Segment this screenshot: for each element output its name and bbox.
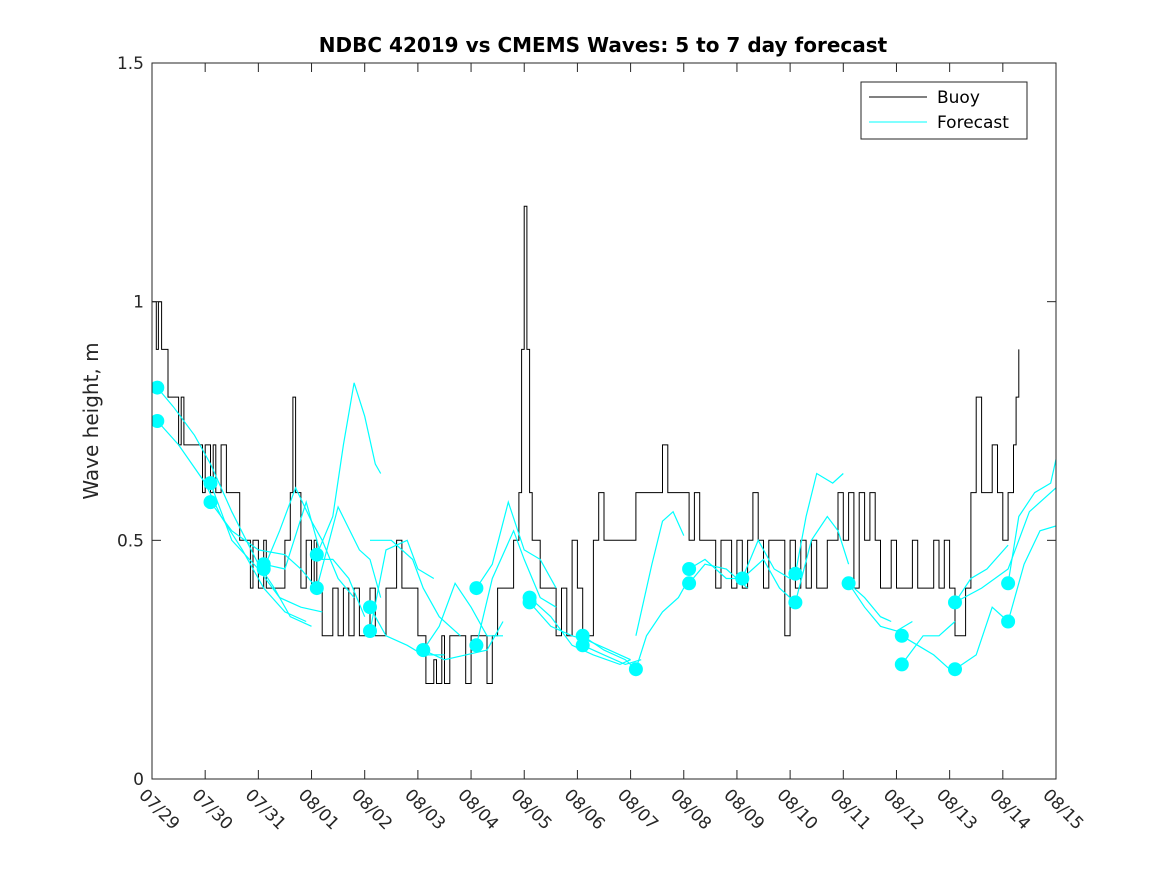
y-tick-label-3: 1.5: [117, 54, 144, 74]
forecast-marker-27: [948, 595, 962, 610]
forecast-line-21: [688, 558, 743, 580]
y-tick-label-2: 1: [133, 293, 144, 313]
forecast-marker-15: [522, 595, 537, 610]
forecast-marker-29: [1001, 576, 1016, 591]
forecast-marker-2: [203, 476, 218, 491]
legend: Buoy Forecast: [860, 81, 1028, 140]
axes-box: [151, 62, 1057, 780]
forecast-marker-18: [628, 662, 643, 677]
forecast-line-25: [794, 472, 844, 574]
forecast-marker-9: [363, 624, 377, 638]
forecast-marker-28: [948, 662, 962, 677]
forecast-marker-22: [788, 566, 803, 581]
forecast-marker-25: [894, 628, 909, 643]
forecast-line-32: [954, 606, 1009, 670]
forecast-marker-21: [735, 571, 750, 586]
y-tick-label-0: 0: [133, 770, 144, 790]
forecast-line-6: [316, 382, 382, 555]
forecast-marker-11: [416, 643, 431, 658]
forecast-marker-8: [363, 600, 377, 615]
forecast-marker-17: [575, 638, 590, 653]
plot-area: [152, 63, 1056, 779]
forecast-line-31: [954, 544, 1009, 603]
forecast-marker-13: [469, 638, 484, 653]
forecast-line-27: [848, 582, 892, 623]
forecast-line-30: [901, 621, 956, 665]
forecast-line-5: [263, 500, 366, 617]
forecast-marker-3: [203, 495, 218, 510]
forecast-line-0: [156, 387, 312, 627]
forecast-line-8: [369, 606, 445, 656]
forecast-line-26: [794, 515, 850, 603]
forecast-line-35: [954, 487, 1056, 603]
legend-box: [860, 81, 1028, 140]
forecast-line-24: [741, 558, 796, 603]
chart-title: NDBC 42019 vs CMEMS Waves: 5 to 7 day fo…: [319, 33, 888, 57]
forecast-marker-5: [256, 562, 271, 576]
forecast-line-20: [635, 510, 685, 636]
forecast-line-2: [209, 482, 323, 613]
forecast-marker-26: [894, 657, 909, 672]
plot-contents: [152, 205, 1056, 684]
forecast-line-19: [635, 578, 690, 670]
forecast-line-17: [582, 635, 637, 670]
forecast-marker-0: [152, 380, 165, 395]
plot-background: [152, 63, 1056, 779]
forecast-line-7: [316, 505, 382, 598]
forecast-line-10: [370, 539, 461, 637]
forecast-line-18: [582, 644, 642, 666]
forecast-marker-1: [152, 414, 165, 428]
forecast-line-11: [422, 621, 504, 661]
forecast-line-14: [475, 529, 557, 646]
buoy-series-line: [152, 205, 1020, 684]
forecast-marker-20: [682, 576, 697, 591]
forecast-marker-30: [1001, 614, 1016, 629]
forecast-line-1: [156, 420, 307, 623]
y-tick-label-1: 0.5: [117, 531, 144, 551]
forecast-line-28: [848, 582, 913, 632]
legend-forecast-label: Forecast: [937, 113, 1009, 133]
forecast-marker-7: [309, 581, 324, 596]
forecast-line-9: [369, 539, 435, 632]
forecast-line-33: [1007, 459, 1056, 584]
y-axis-label: Wave height, m: [79, 342, 103, 499]
forecast-marker-6: [309, 547, 324, 562]
forecast-marker-19: [682, 562, 697, 576]
forecast-line-12: [422, 581, 503, 651]
forecast-line-34: [1007, 525, 1056, 622]
forecast-marker-23: [788, 595, 803, 610]
forecast-line-13: [475, 499, 557, 589]
forecast-marker-24: [841, 576, 856, 591]
legend-buoy-label: Buoy: [937, 88, 980, 108]
forecast-marker-12: [469, 581, 484, 596]
forecast-line-3: [210, 501, 318, 589]
